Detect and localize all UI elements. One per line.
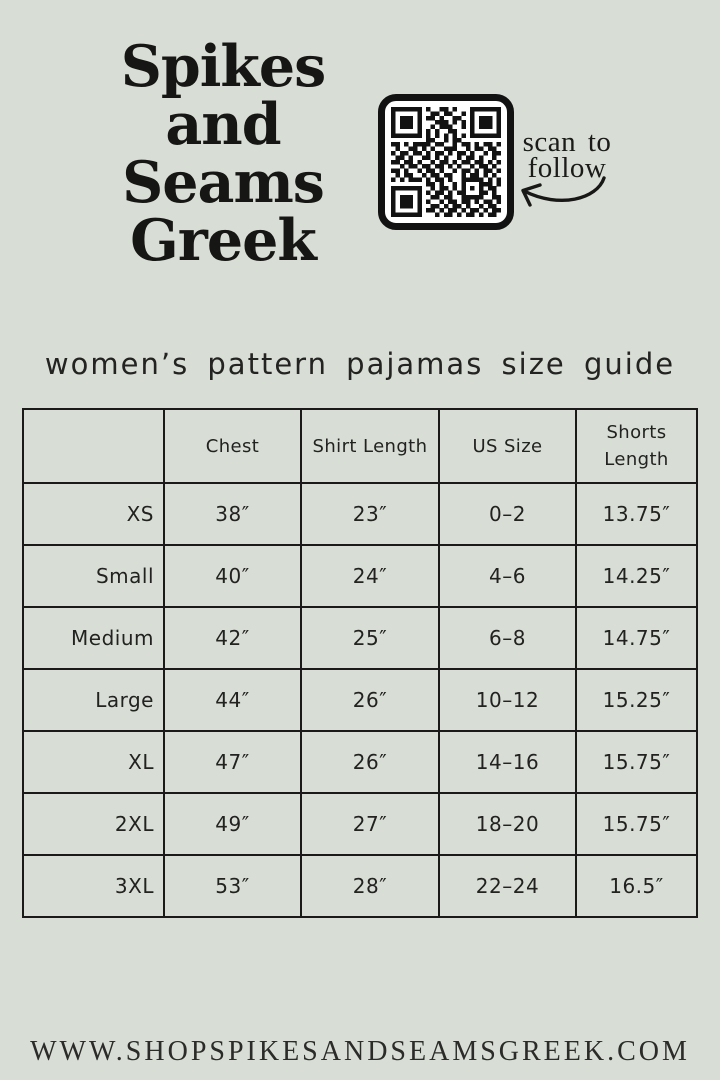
header-us-size: US Size	[438, 408, 577, 484]
chest-value: 44″	[163, 668, 302, 732]
us-size-value: 6–8	[438, 606, 577, 670]
logo-line: and	[165, 91, 281, 158]
us-size-value: 4–6	[438, 544, 577, 608]
us-size-value: 0–2	[438, 482, 577, 546]
size-table: Chest Shirt Length US Size Shorts Length…	[22, 408, 698, 918]
shirt-length-value: 25″	[300, 606, 440, 670]
chest-value: 40″	[163, 544, 302, 608]
chest-value: 53″	[163, 854, 302, 918]
size-label: XL	[22, 730, 165, 794]
size-label: 2XL	[22, 792, 165, 856]
table-row: XL 47″ 26″ 14–16 15.75″	[22, 730, 698, 794]
us-size-value: 18–20	[438, 792, 577, 856]
chest-value: 42″	[163, 606, 302, 670]
logo-line: Seams	[122, 149, 325, 216]
header-chest: Chest	[163, 408, 302, 484]
shorts-length-value: 15.75″	[575, 730, 698, 794]
shorts-length-value: 15.75″	[575, 792, 698, 856]
logo-line: Greek	[130, 207, 317, 274]
shorts-length-value: 15.25″	[575, 668, 698, 732]
table-row: Large 44″ 26″ 10–12 15.25″	[22, 668, 698, 732]
brand-logo: Spikes and Seams Greek	[63, 38, 383, 270]
scan-caption-line: scan to	[522, 126, 612, 158]
chest-value: 49″	[163, 792, 302, 856]
header-shorts-length: Shorts Length	[575, 408, 698, 484]
header-shirt-length: Shirt Length	[300, 408, 440, 484]
qr-code-icon	[391, 107, 501, 217]
table-header-row: Chest Shirt Length US Size Shorts Length	[22, 408, 698, 484]
size-label: Large	[22, 668, 165, 732]
shorts-length-value: 13.75″	[575, 482, 698, 546]
header-empty	[22, 408, 165, 484]
us-size-value: 22–24	[438, 854, 577, 918]
table-row: 3XL 53″ 28″ 22–24 16.5″	[22, 854, 698, 918]
shorts-length-value: 16.5″	[575, 854, 698, 918]
page-title: women’s pattern pajamas size guide	[44, 347, 676, 381]
chest-value: 38″	[163, 482, 302, 546]
size-label: 3XL	[22, 854, 165, 918]
shirt-length-value: 23″	[300, 482, 440, 546]
shorts-length-value: 14.75″	[575, 606, 698, 670]
table-row: XS 38″ 23″ 0–2 13.75″	[22, 482, 698, 546]
shorts-length-value: 14.25″	[575, 544, 698, 608]
scan-caption: scan to follow	[502, 126, 632, 184]
table-row: Medium 42″ 25″ 6–8 14.75″	[22, 606, 698, 670]
shirt-length-value: 26″	[300, 668, 440, 732]
logo-line: Spikes	[120, 33, 327, 100]
qr-code	[378, 94, 514, 230]
shirt-length-value: 27″	[300, 792, 440, 856]
size-label: Medium	[22, 606, 165, 670]
scan-caption-line: follow	[527, 152, 607, 184]
shirt-length-value: 26″	[300, 730, 440, 794]
shirt-length-value: 28″	[300, 854, 440, 918]
shirt-length-value: 24″	[300, 544, 440, 608]
table-row: 2XL 49″ 27″ 18–20 15.75″	[22, 792, 698, 856]
chest-value: 47″	[163, 730, 302, 794]
us-size-value: 10–12	[438, 668, 577, 732]
website-url: WWW.SHOPSPIKESANDSEAMSGREEK.COM	[30, 1036, 690, 1067]
size-label: Small	[22, 544, 165, 608]
size-label: XS	[22, 482, 165, 546]
us-size-value: 14–16	[438, 730, 577, 794]
curved-arrow-icon	[512, 172, 612, 214]
table-row: Small 40″ 24″ 4–6 14.25″	[22, 544, 698, 608]
